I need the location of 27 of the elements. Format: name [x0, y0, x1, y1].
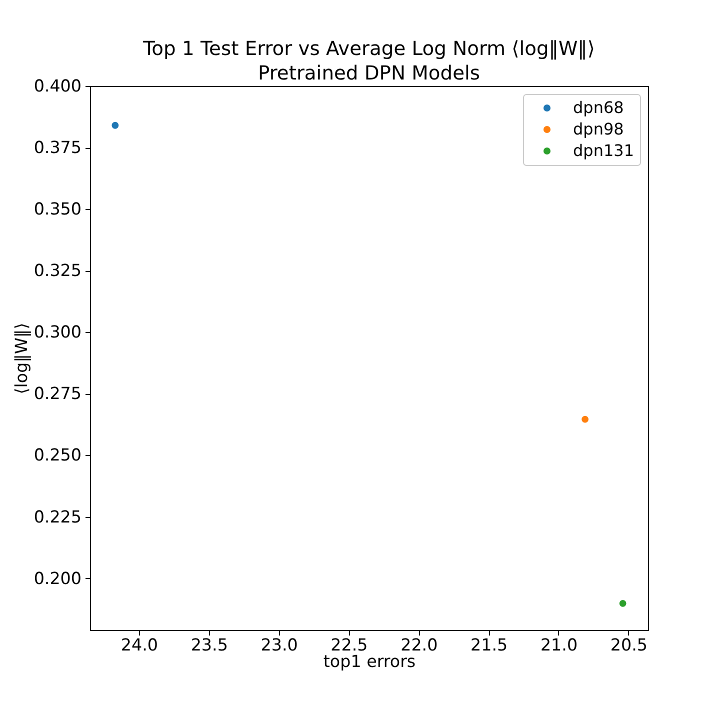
y-tick-label: 0.300	[34, 322, 82, 342]
x-tick-label: 21.0	[540, 636, 578, 654]
chart-subtitle: Pretrained DPN Models	[258, 62, 480, 85]
y-tick-label: 0.375	[34, 138, 82, 158]
legend-label: dpn98	[573, 120, 624, 138]
x-tick-label: 22.0	[400, 636, 438, 654]
x-axis-title: top1 errors	[323, 652, 416, 672]
y-tick-label: 0.250	[34, 446, 82, 465]
y-tick-label: 0.225	[34, 507, 82, 526]
y-tick-label: 0.325	[34, 261, 82, 280]
x-tick-label: 23.0	[260, 636, 298, 654]
y-tick-label: 0.350	[34, 200, 82, 219]
x-tick-label: 20.5	[610, 636, 648, 654]
point	[112, 122, 119, 129]
legend-label: dpn68	[573, 98, 624, 117]
x-tick-label: 21.5	[470, 636, 508, 654]
y-tick-label: 0.400	[34, 76, 82, 96]
point	[619, 600, 626, 607]
y-tick-label: 0.275	[34, 384, 82, 404]
legend-label: dpn131	[573, 141, 634, 160]
x-tick-label: 24.0	[120, 636, 158, 654]
chart-title: Top 1 Test Error vs Average Log Norm ⟨log‖W‖⟩	[142, 37, 595, 60]
x-tick-label: 23.5	[190, 636, 228, 654]
x-tick-label: 22.5	[330, 636, 368, 654]
y-axis-title: ⟨log‖W‖⟩	[12, 322, 31, 394]
y-tick-label: 0.200	[34, 568, 82, 588]
point	[582, 416, 589, 423]
